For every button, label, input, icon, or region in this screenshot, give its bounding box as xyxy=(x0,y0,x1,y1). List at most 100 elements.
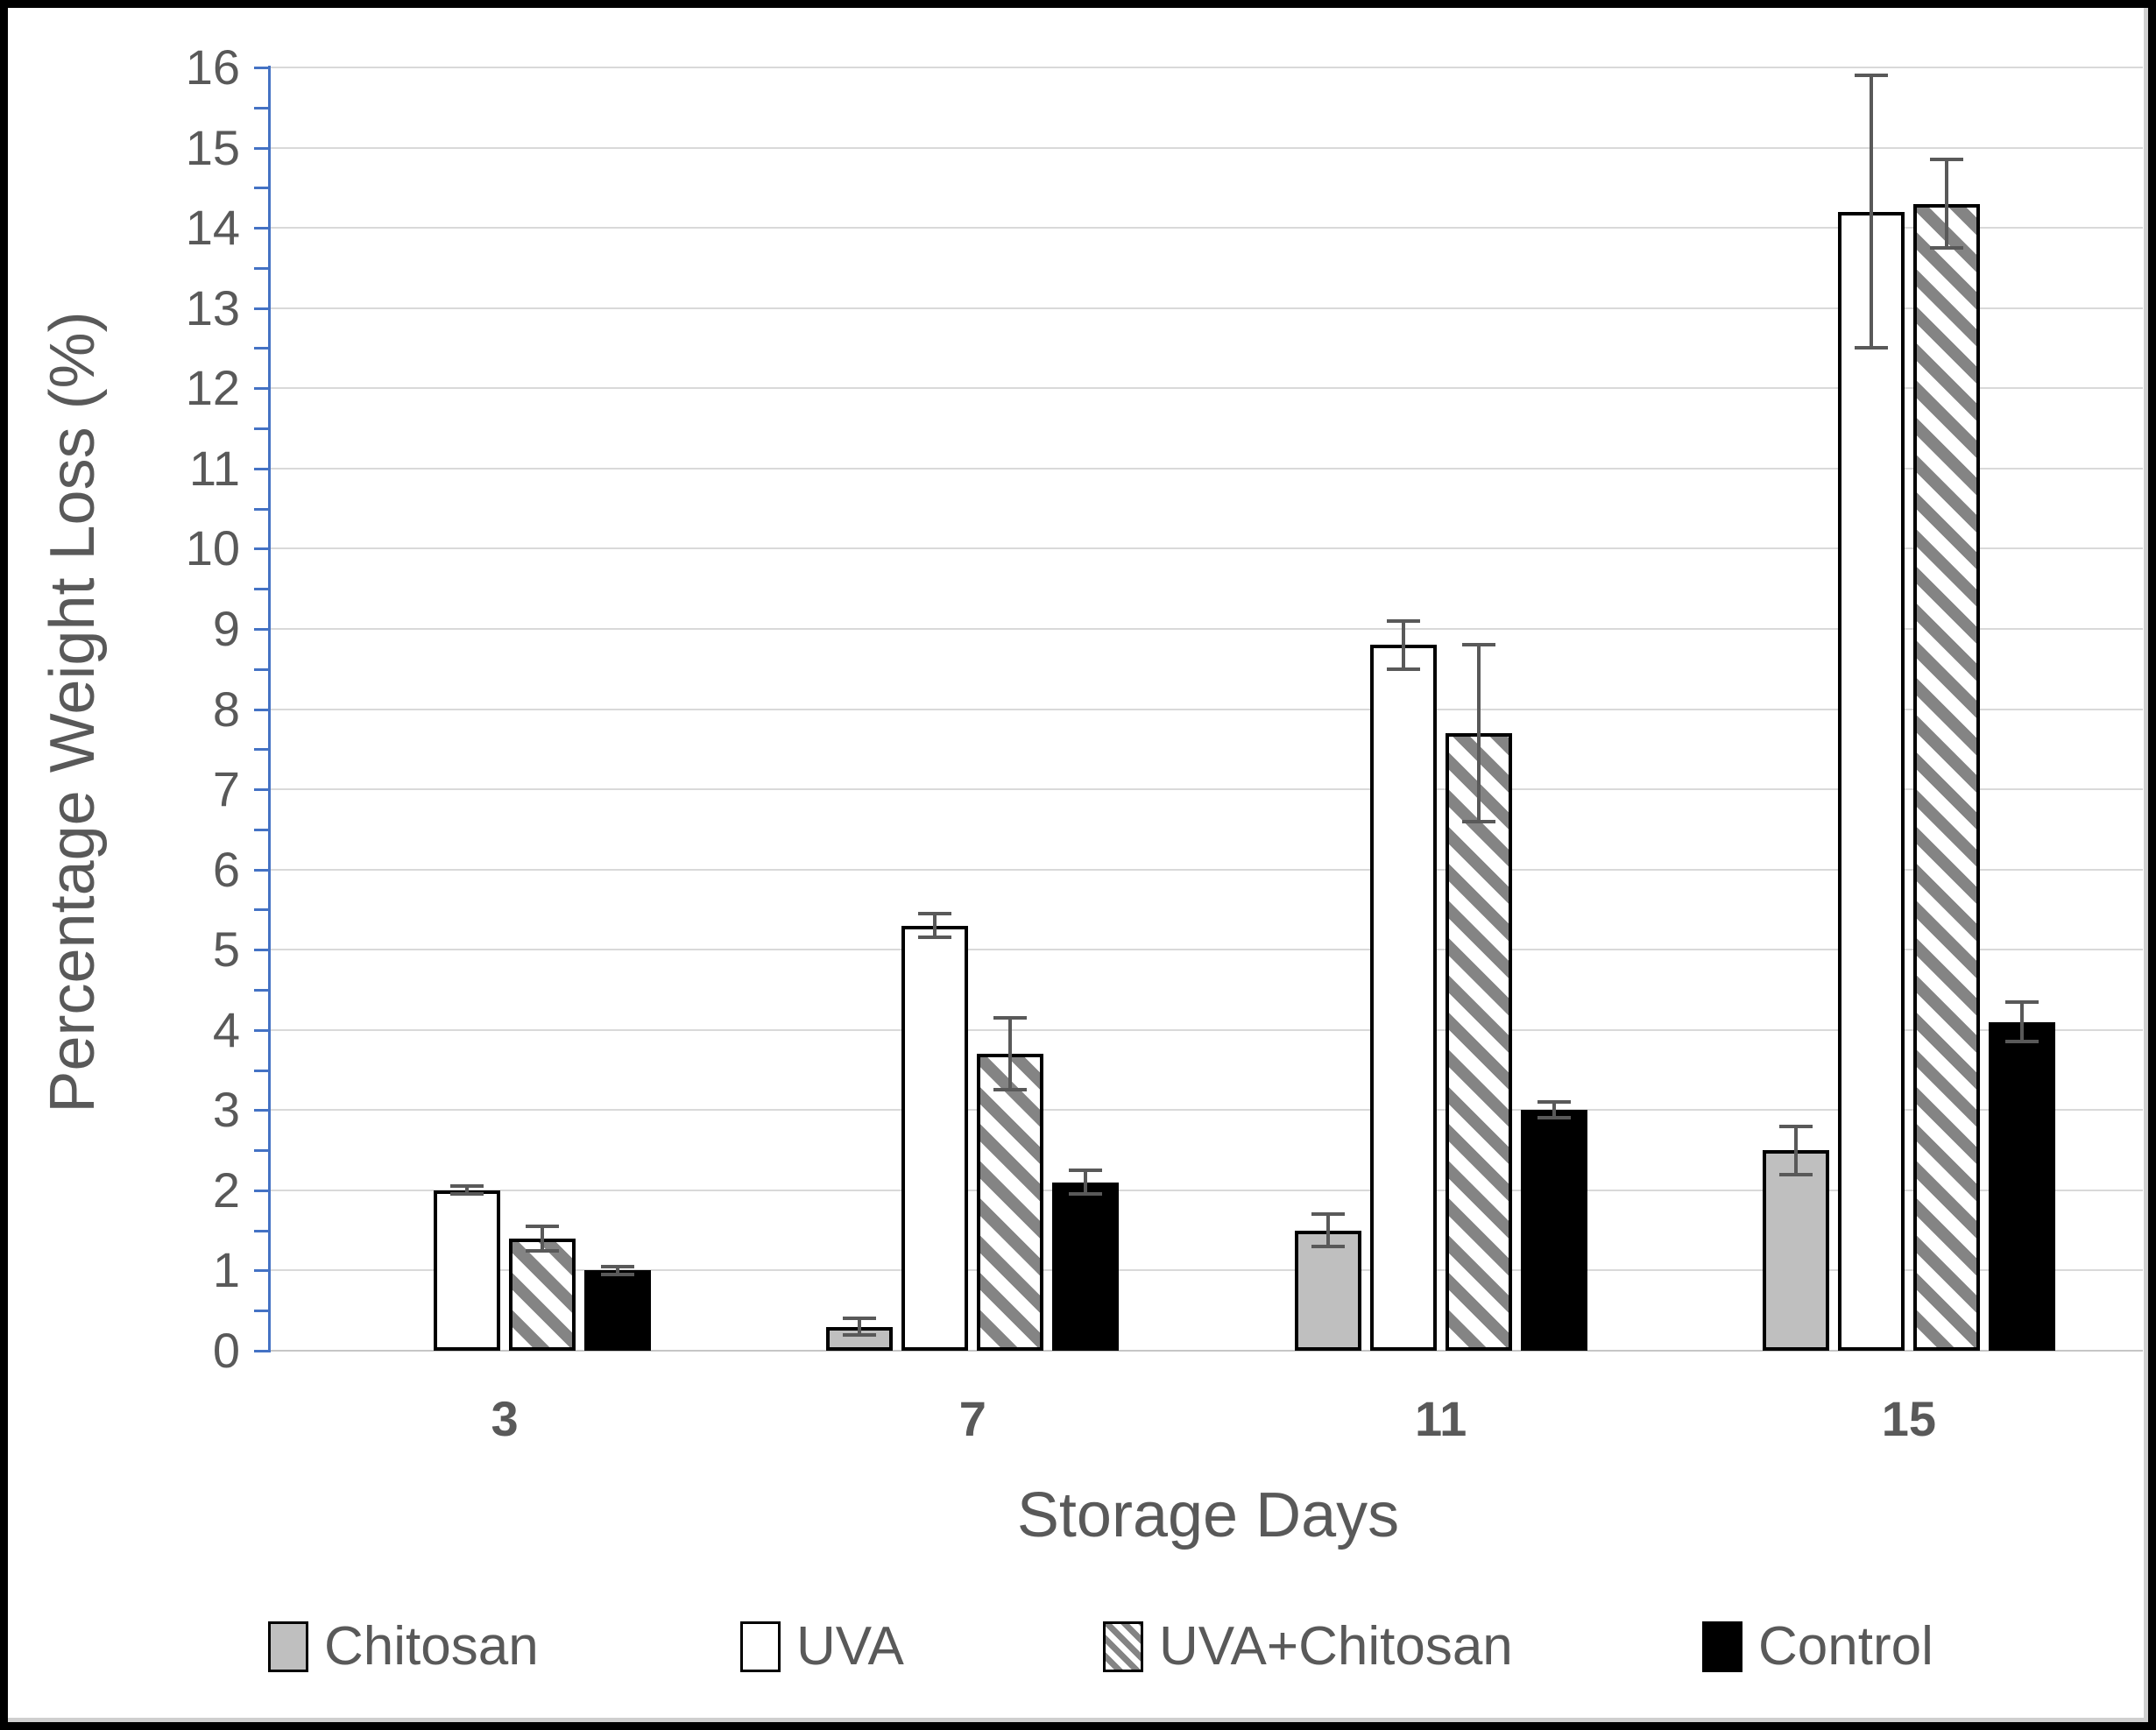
error-bar-cap-top xyxy=(843,1317,877,1321)
y-tick-mark-13 xyxy=(254,307,269,310)
y-tick-label-10: 10 xyxy=(185,520,240,576)
error-bar-cap-top xyxy=(1386,618,1420,623)
x-tick-label-7: 7 xyxy=(958,1391,986,1446)
y-tick-mark-14 xyxy=(254,227,269,230)
legend: Chitosan UVA UVA+Chitosan Control xyxy=(8,1616,2148,1698)
gridline-y13 xyxy=(271,307,2143,309)
y-axis-title: Percentage Weight Loss (%) xyxy=(38,311,108,1113)
legend-swatch-uva-chitosan xyxy=(1103,1621,1143,1672)
error-bar xyxy=(541,1226,545,1251)
bar-uva-day7 xyxy=(901,925,969,1351)
y-tick-label-7: 7 xyxy=(212,761,240,817)
gridline-y16 xyxy=(271,67,2143,68)
error-bar xyxy=(616,1266,620,1275)
y-tick-mark-14.5 xyxy=(254,187,269,190)
error-bar-cap-top xyxy=(1461,643,1495,647)
bar-uva-chitosan-day7 xyxy=(977,1054,1044,1351)
y-tick-mark-12.5 xyxy=(254,347,269,350)
bar-chitosan-day11 xyxy=(1294,1230,1361,1351)
error-bar-cap-bottom xyxy=(1386,667,1420,671)
y-tick-label-1: 1 xyxy=(212,1242,240,1298)
error-bar xyxy=(933,913,937,938)
error-bar xyxy=(1476,645,1481,822)
gridline-y15 xyxy=(271,146,2143,149)
error-bar-cap-bottom xyxy=(918,936,952,940)
gridline-y3 xyxy=(271,1109,2143,1112)
bar-control-day11 xyxy=(1520,1110,1587,1351)
gridline-y9 xyxy=(271,627,2143,630)
error-bar xyxy=(1793,1126,1798,1175)
error-bar-cap-bottom xyxy=(1537,1116,1571,1120)
error-bar-cap-bottom xyxy=(450,1192,484,1197)
y-tick-mark-10.5 xyxy=(254,507,269,511)
y-tick-mark-7 xyxy=(254,788,269,792)
y-tick-label-8: 8 xyxy=(212,681,240,737)
y-tick-mark-4.5 xyxy=(254,988,269,992)
error-bar xyxy=(1325,1214,1330,1246)
bar-control-day15 xyxy=(1988,1021,2055,1351)
gridline-y10 xyxy=(271,547,2143,550)
error-bar-cap-top xyxy=(1778,1124,1813,1128)
error-bar xyxy=(465,1186,470,1195)
y-tick-mark-7.5 xyxy=(254,748,269,752)
y-tick-mark-11 xyxy=(254,467,269,470)
legend-swatch-uva xyxy=(740,1621,781,1672)
x-tick-label-11: 11 xyxy=(1415,1391,1467,1446)
x-axis-title: Storage Days xyxy=(1016,1480,1400,1550)
error-bar-cap-bottom xyxy=(2004,1040,2039,1044)
legend-label: Control xyxy=(1758,1616,1933,1677)
y-tick-mark-11.5 xyxy=(254,427,269,431)
plot-area xyxy=(271,67,2143,1352)
error-bar-cap-top xyxy=(450,1184,484,1189)
legend-item-control: Control xyxy=(1702,1620,1933,1674)
y-tick-label-6: 6 xyxy=(212,841,240,897)
y-tick-mark-4 xyxy=(254,1028,269,1032)
y-tick-mark-1.5 xyxy=(254,1229,269,1232)
bar-chitosan-day15 xyxy=(1762,1150,1829,1351)
bar-uva-day11 xyxy=(1369,645,1437,1351)
legend-swatch-control xyxy=(1702,1621,1742,1672)
error-bar-cap-bottom xyxy=(1311,1244,1345,1248)
y-tick-mark-10 xyxy=(254,547,269,551)
error-bar xyxy=(1944,159,1948,249)
legend-item-uva: UVA xyxy=(740,1620,904,1674)
bar-uva-day3 xyxy=(434,1190,501,1351)
error-bar-cap-bottom xyxy=(1854,346,1888,350)
error-bar-cap-top xyxy=(526,1225,560,1229)
y-tick-label-5: 5 xyxy=(212,921,240,978)
gridline-y12 xyxy=(271,387,2143,390)
gridline-y1 xyxy=(271,1269,2143,1272)
error-bar-cap-top xyxy=(601,1264,635,1268)
error-bar xyxy=(1552,1102,1556,1119)
error-bar-cap-bottom xyxy=(601,1273,635,1277)
gridline-y5 xyxy=(271,949,2143,951)
error-bar-cap-top xyxy=(1537,1100,1571,1105)
error-bar-cap-top xyxy=(2004,999,2039,1004)
y-tick-mark-3.5 xyxy=(254,1069,269,1072)
legend-swatch-chitosan xyxy=(268,1621,308,1672)
error-bar-cap-top xyxy=(993,1016,1028,1020)
bar-control-day7 xyxy=(1052,1182,1120,1351)
gridline-y4 xyxy=(271,1028,2143,1031)
error-bar xyxy=(1084,1169,1088,1195)
y-tick-mark-16 xyxy=(254,67,269,69)
error-bar-cap-bottom xyxy=(993,1088,1028,1092)
error-bar xyxy=(2019,1001,2024,1042)
x-tick-label-3: 3 xyxy=(491,1391,519,1446)
y-tick-mark-13.5 xyxy=(254,266,269,270)
y-tick-mark-6 xyxy=(254,868,269,872)
y-tick-mark-15 xyxy=(254,146,269,150)
y-tick-label-14: 14 xyxy=(185,200,240,256)
y-tick-mark-0.5 xyxy=(254,1310,269,1313)
y-tick-label-15: 15 xyxy=(185,119,240,175)
y-tick-label-9: 9 xyxy=(212,600,240,656)
y-tick-label-2: 2 xyxy=(212,1162,240,1218)
y-tick-mark-15.5 xyxy=(254,106,269,109)
error-bar-cap-top xyxy=(1929,158,1963,162)
error-bar-cap-bottom xyxy=(1929,246,1963,251)
error-bar-cap-top xyxy=(918,911,952,915)
legend-label: Chitosan xyxy=(324,1616,539,1677)
gridline-y14 xyxy=(271,227,2143,229)
y-tick-mark-9.5 xyxy=(254,588,269,591)
